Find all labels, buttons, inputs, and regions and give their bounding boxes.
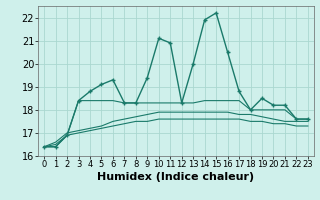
X-axis label: Humidex (Indice chaleur): Humidex (Indice chaleur) [97, 172, 255, 182]
